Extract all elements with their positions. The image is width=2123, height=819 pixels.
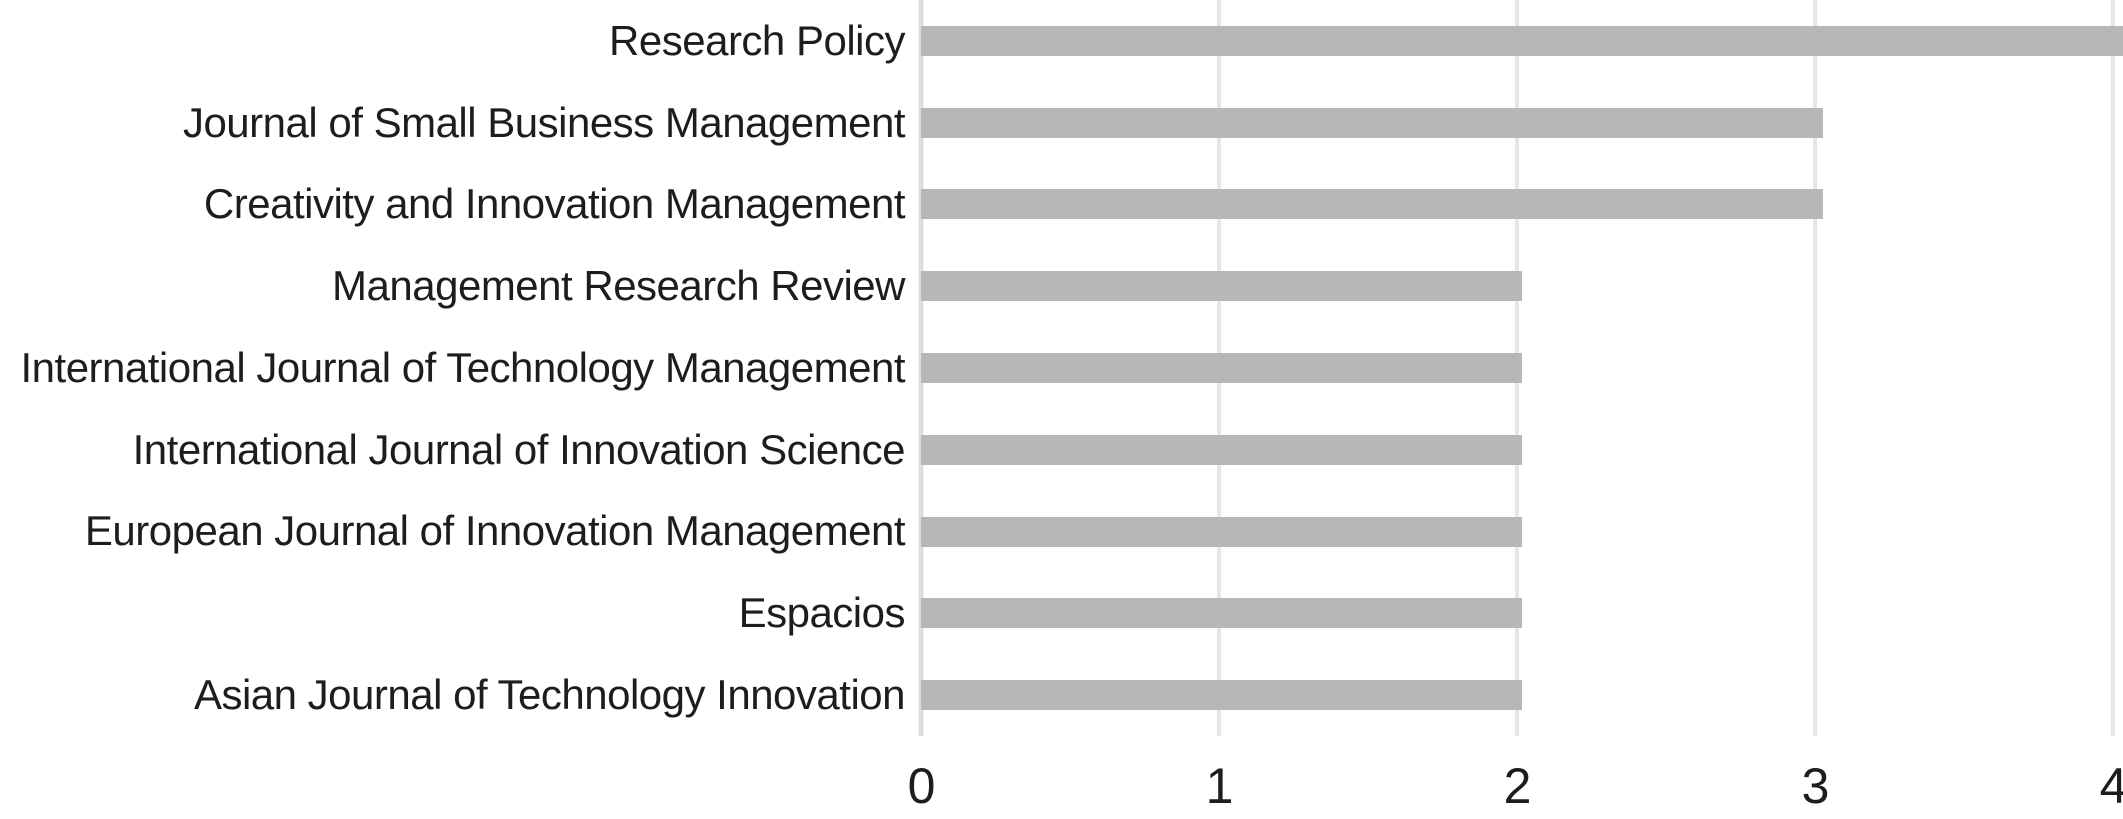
chart-row: European Journal of Innovation Managemen…	[0, 491, 2123, 573]
category-label: Espacios	[738, 589, 906, 637]
category-label: European Journal of Innovation Managemen…	[84, 507, 906, 555]
bar	[921, 434, 1522, 465]
chart-row: Creativity and Innovation Management	[0, 164, 2123, 246]
bar-track	[921, 0, 2123, 82]
x-tick-label: 1	[1205, 757, 1234, 814]
bar-track	[921, 245, 2123, 327]
category-label: Creativity and Innovation Management	[203, 180, 906, 228]
category-label: Journal of Small Business Management	[182, 98, 906, 146]
category-label: International Journal of Technology Mana…	[20, 343, 906, 391]
bar-track	[921, 327, 2123, 409]
x-tick-label: 4	[2099, 757, 2123, 814]
gridline	[1813, 0, 1817, 736]
bar	[921, 353, 1522, 384]
chart-row: International Journal of Technology Mana…	[0, 327, 2123, 409]
bar-track	[921, 491, 2123, 573]
gridline	[2111, 0, 2115, 736]
category-label: Research Policy	[609, 16, 905, 64]
bar-track	[921, 572, 2123, 654]
bar-track	[921, 409, 2123, 491]
bar	[921, 680, 1522, 711]
chart-row: Journal of Small Business Management	[0, 82, 2123, 164]
bar	[921, 516, 1522, 547]
bar	[921, 271, 1522, 302]
chart-rows: Research Policy Journal of Small Business…	[0, 0, 2123, 736]
chart-row: Asian Journal of Technology Innovation	[0, 654, 2123, 736]
x-axis: 0 1 2 3 4	[908, 736, 2123, 819]
category-label: Asian Journal of Technology Innovation	[193, 671, 906, 719]
category-label: Management Research Review	[332, 262, 905, 310]
chart-row: Research Policy	[0, 0, 2123, 82]
bar-track	[921, 654, 2123, 736]
bar	[921, 107, 1823, 138]
bar-track	[921, 164, 2123, 246]
bar	[921, 189, 1823, 220]
bar	[921, 25, 2123, 56]
bar-track	[921, 82, 2123, 164]
x-tick-label: 3	[1801, 757, 1830, 814]
chart-row: Management Research Review	[0, 245, 2123, 327]
chart-row: Espacios	[0, 572, 2123, 654]
x-tick-label: 0	[907, 757, 936, 814]
x-tick-label: 2	[1503, 757, 1532, 814]
bar	[921, 598, 1522, 629]
category-label: International Journal of Innovation Scie…	[132, 425, 906, 473]
chart-row: International Journal of Innovation Scie…	[0, 409, 2123, 491]
